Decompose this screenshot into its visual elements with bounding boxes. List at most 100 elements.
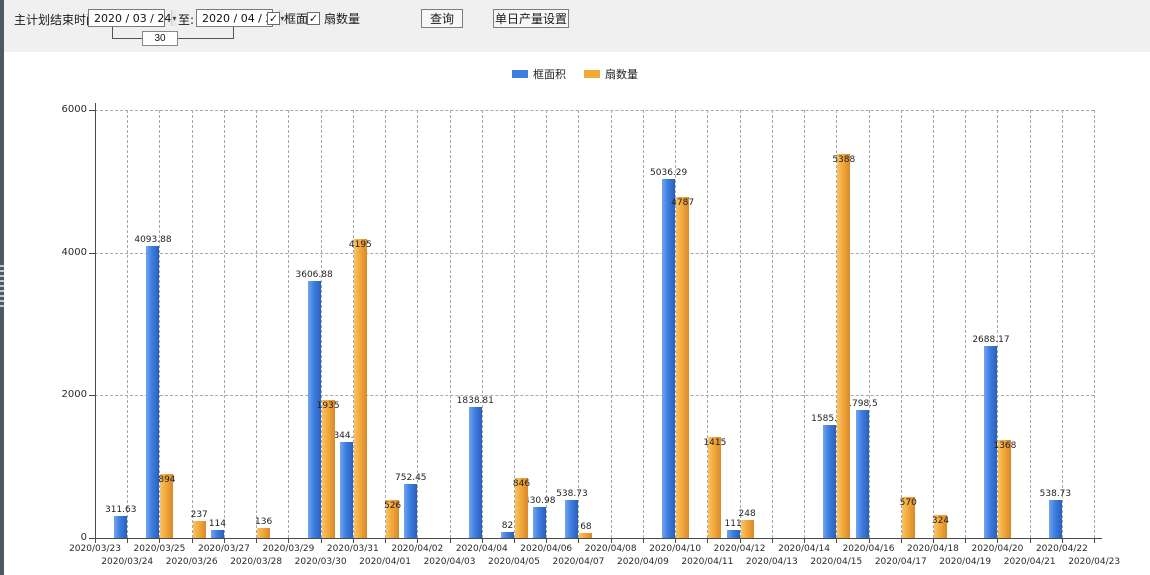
fan-count-checkbox[interactable]: ✓ 扇数量 [307,10,360,27]
gridline-vertical [771,110,773,538]
bar [257,528,271,538]
x-axis-tick [320,538,322,543]
query-button[interactable]: 查询 [421,9,463,28]
x-tick-label: 2020/04/19 [939,557,992,567]
y-tick-label: 0 [80,532,87,543]
gridline-vertical [900,110,902,538]
gridline-vertical [191,110,193,538]
x-tick-label: 2020/03/26 [165,557,218,567]
end-date-value: 2020 / 04 / 23 [202,11,280,25]
fan-count-checkbox-label: 扇数量 [324,12,361,26]
gridline-horizontal [95,110,1095,111]
x-tick-label: 2020/03/30 [294,557,347,567]
bar-value-label: 1798.5 [846,398,878,409]
gridline-vertical [707,110,709,538]
gridline-vertical [997,110,999,538]
x-axis-tick [95,538,96,543]
bar-value-label: 894 [158,475,176,486]
end-date-combo[interactable]: 2020 / 04 / 23 ▾ [196,9,285,27]
x-axis-tick [256,538,258,543]
bar [468,406,482,538]
x-tick-label: 2020/04/08 [584,544,637,554]
x-axis-tick [739,538,741,543]
gridline-vertical [385,110,387,538]
x-axis-tick [481,538,483,543]
x-axis-tick [771,538,773,543]
bar [901,497,915,538]
gridline-horizontal [95,252,1095,254]
checkbox-checked-icon[interactable]: ✓ [267,12,280,25]
plan-end-time-label: 主计划结束时间: [14,13,103,27]
gridline-vertical [1094,110,1096,538]
interval-connector-line [233,27,234,39]
bar [855,409,869,538]
bar [321,399,335,538]
bar [1048,499,1062,538]
gridline-vertical [449,110,451,538]
chevron-down-icon[interactable]: ▾ [171,10,177,26]
bar-value-label: 1344.95 [327,431,365,442]
gridline-vertical [675,110,677,538]
bar-value-label: 1368 [993,441,1017,452]
bar [823,424,837,538]
x-axis-tick [1061,538,1063,543]
y-tick-label: 2000 [61,389,87,401]
bar [837,153,851,538]
bar [500,532,514,538]
bar [514,477,528,538]
x-axis-tick [159,538,161,543]
x-axis-tick [352,538,354,543]
bar [404,484,418,538]
start-date-combo[interactable]: 2020 / 03 / 24 ▾ [88,9,177,27]
gridline-vertical [578,110,580,538]
toolbar: 主计划结束时间: 2020 / 03 / 24 ▾ 至: 2020 / 04 /… [0,0,1150,52]
bar [708,437,722,538]
x-axis-tick [642,538,644,543]
x-tick-label: 2020/03/27 [197,544,250,554]
x-axis-tick [965,538,967,543]
x-axis-tick [868,538,870,543]
gridline-vertical [868,110,870,538]
bar [579,533,593,538]
x-tick-label: 2020/04/07 [552,557,605,567]
x-tick-label: 2020/04/13 [745,557,798,567]
bar [160,474,174,538]
gridline-vertical [513,110,515,538]
bar-value-label: 3606.88 [295,269,333,280]
daily-output-settings-button[interactable]: 单日产量设置 [493,9,569,28]
gridline-vertical [642,110,644,538]
y-axis-tick [89,110,95,111]
bar-value-label: 4093.88 [134,234,172,245]
x-axis-tick [900,538,902,543]
x-tick-label: 2020/04/05 [488,557,540,567]
legend-label: 扇数量 [605,68,638,81]
x-axis-tick [513,538,515,543]
x-axis-tick [578,538,580,543]
bar-value-label: 430.98 [523,496,556,507]
x-axis-tick [417,538,419,543]
gridline-vertical [610,110,612,538]
x-tick-label: 2020/03/28 [230,557,283,567]
y-axis-line [95,103,96,538]
x-tick-label: 2020/04/03 [423,557,476,567]
gridline-vertical [288,110,290,538]
interval-input[interactable] [142,31,178,46]
x-axis-tick [997,538,999,543]
splitter-grip-handle[interactable] [0,265,4,307]
gridline-vertical [127,110,129,538]
x-tick-label: 2020/04/01 [359,557,411,567]
bar [307,280,321,538]
bar [740,520,754,538]
bar-value-label: 82 [501,521,514,532]
checkbox-checked-icon[interactable]: ✓ [307,12,320,25]
bar-value-label: 1935 [316,400,340,411]
x-axis-tick [546,538,548,543]
x-tick-label: 2020/04/23 [1068,557,1121,567]
bar-value-label: 5036.29 [650,167,688,178]
x-axis-tick [610,538,612,543]
gridline-vertical [320,110,322,538]
side-splitter [0,0,4,575]
bar-value-label: 4195 [348,239,372,250]
bar [662,178,676,538]
bar-value-label: 111 [724,519,742,530]
